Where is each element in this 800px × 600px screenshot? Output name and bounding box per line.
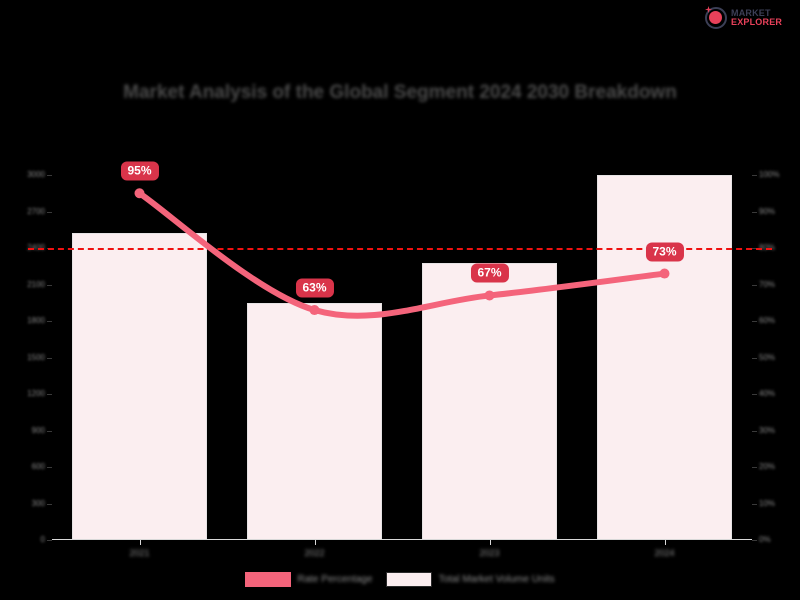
- right-axis-tick-label: 70%: [759, 279, 776, 289]
- right-axis-tick-label: 80%: [759, 243, 776, 252]
- left-axis-tick: [47, 430, 52, 432]
- legend-label-0: Rate Percentage: [297, 574, 373, 585]
- right-axis-tick-label: 10%: [759, 498, 776, 508]
- chart-title: Market Analysis of the Global Segment 20…: [123, 82, 677, 103]
- right-axis-tick: [752, 430, 757, 432]
- logo-ring-icon: [705, 7, 727, 29]
- left-axis-tick: [47, 357, 52, 359]
- right-axis-tick-label: 30%: [759, 425, 776, 435]
- left-axis-tick-label: 2100: [27, 279, 45, 289]
- data-point-2023[interactable]: [484, 290, 495, 301]
- logo-spark-icon: [705, 6, 712, 13]
- right-axis-tick: [752, 503, 757, 505]
- trend-line-path: [136, 190, 668, 319]
- left-axis-tick-label: 2400: [27, 243, 45, 252]
- x-axis-tick: [489, 540, 491, 545]
- left-axis-tick-label: 2700: [27, 206, 45, 216]
- left-axis-tick: [47, 503, 52, 505]
- left-axis-tick: [47, 321, 52, 322]
- left-axis-tick: [47, 175, 52, 176]
- x-axis-baseline: [52, 539, 752, 540]
- x-axis-label-2021: 2021: [129, 548, 150, 558]
- left-axis-tick: [47, 540, 52, 541]
- left-axis-tick-label: 3000: [27, 170, 45, 179]
- chart-canvas: 3000 2700 2400 2100 1800 1500 1200 900 600 300 0 1…: [27, 161, 779, 545]
- legend-swatch-0: [245, 572, 292, 587]
- callout-2022: 63%: [295, 278, 334, 298]
- right-axis-tick: [752, 540, 757, 541]
- left-axis-tick-label: 1200: [27, 389, 45, 398]
- logo-text: MARKET EXPLORER: [731, 7, 783, 27]
- callout-2023: 67%: [470, 263, 509, 283]
- right-axis-tick: [752, 175, 757, 176]
- target-threshold-line: [28, 248, 772, 250]
- data-point-2021[interactable]: [134, 188, 145, 199]
- right-axis-tick-label: 60%: [759, 316, 776, 325]
- left-axis-tick-label: 0: [40, 535, 45, 544]
- chart-legend: Rate Percentage Total Market Volume Units: [0, 572, 800, 587]
- right-axis-tick-label: 0%: [759, 535, 771, 544]
- logo-line-2: EXPLORER: [731, 17, 783, 27]
- right-axis-tick: [752, 467, 757, 468]
- logo-line-1: MARKET: [731, 7, 771, 18]
- left-axis-tick: [47, 211, 52, 213]
- x-axis-label-2024: 2024: [654, 548, 675, 558]
- legend-label-1: Total Market Volume Units: [438, 574, 555, 585]
- x-axis-tick: [314, 540, 316, 545]
- right-axis-tick: [752, 211, 757, 213]
- trend-line-series: [134, 188, 670, 319]
- chart-plot-area: 3000 2700 2400 2100 1800 1500 1200 900 600 300 0 1…: [27, 161, 779, 545]
- right-axis-tick-label: 100%: [759, 170, 780, 179]
- right-axis-tick: [752, 357, 757, 359]
- brand-logo: MARKET EXPLORER: [704, 4, 792, 32]
- right-axis-tick-label: 40%: [759, 389, 776, 398]
- callout-2024: 73%: [645, 242, 684, 262]
- bar-2024[interactable]: [597, 175, 732, 540]
- left-axis-tick-label: 300: [31, 498, 45, 508]
- logo-blob-icon: [709, 11, 722, 24]
- left-axis-tick: [47, 284, 52, 286]
- right-axis-tick-label: 90%: [759, 206, 776, 216]
- right-axis-tick: [752, 394, 757, 395]
- left-axis-tick-label: 1500: [27, 352, 45, 362]
- right-axis-tick-label: 50%: [759, 352, 776, 362]
- legend-item-1[interactable]: Total Market Volume Units: [386, 572, 555, 587]
- bar-2021[interactable]: [72, 233, 207, 540]
- right-axis-tick: [752, 321, 757, 322]
- x-axis-label-2023: 2023: [479, 548, 500, 558]
- legend-swatch-1: [386, 572, 433, 587]
- left-axis-tick-label: 1800: [27, 316, 45, 325]
- x-axis-tick: [139, 540, 141, 545]
- x-axis-label-2022: 2022: [304, 548, 325, 558]
- data-point-2024[interactable]: [659, 268, 670, 279]
- left-axis-tick: [47, 394, 52, 395]
- x-axis-tick: [664, 540, 666, 545]
- left-axis-tick: [47, 467, 52, 468]
- left-axis-tick-label: 600: [31, 462, 45, 471]
- data-point-2022[interactable]: [309, 305, 320, 316]
- bar-2023[interactable]: [422, 262, 557, 540]
- bar-2022[interactable]: [247, 302, 382, 540]
- callout-2021: 95%: [120, 161, 159, 181]
- left-axis-tick-label: 900: [31, 425, 45, 435]
- legend-item-0[interactable]: Rate Percentage: [245, 572, 372, 587]
- right-axis-tick: [752, 284, 757, 286]
- logo-mark-icon: [704, 6, 728, 30]
- right-axis-tick-label: 20%: [759, 462, 776, 471]
